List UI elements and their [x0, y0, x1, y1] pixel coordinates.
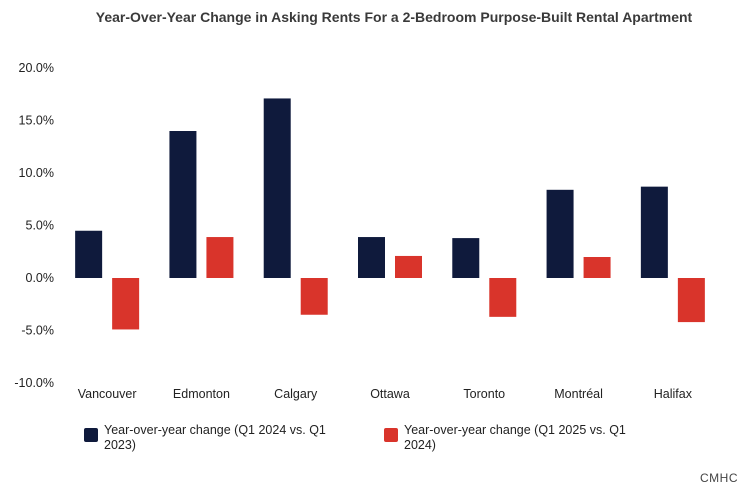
legend-label-line: Year-over-year change (Q1 2024 vs. Q1: [104, 423, 326, 437]
legend-label: Year-over-year change (Q1 2025 vs. Q1 202…: [404, 423, 626, 452]
legend-swatch: [384, 428, 398, 442]
bar-vancouver-series-1: [75, 230, 103, 278]
y-tick-label: 5.0%: [26, 219, 55, 233]
legend-label-line: Year-over-year change (Q1 2025 vs. Q1: [404, 423, 626, 437]
legend-item-1: Year-over-year change (Q1 2024 vs. Q1 202…: [84, 423, 326, 452]
bar-vancouver-series-2: [112, 278, 140, 330]
x-axis: Vancouver Edmonton Calgary Ottawa Toronto Mon…: [78, 387, 693, 401]
y-tick-label: 0.0%: [26, 271, 55, 285]
x-tick-label: Toronto: [463, 387, 505, 401]
bar-halifax-series-2: [677, 278, 705, 323]
source-label: CMHC: [700, 471, 738, 485]
y-tick-label: -10.0%: [14, 376, 54, 390]
x-tick-label: Montréal: [554, 387, 603, 401]
y-tick-label: -5.0%: [21, 324, 54, 338]
bar-ottawa-series-2: [395, 255, 422, 278]
bar-halifax-series-1: [640, 186, 668, 278]
x-tick-label: Edmonton: [173, 387, 230, 401]
bar-edmonton-series-2: [206, 237, 234, 278]
x-tick-label: Ottawa: [370, 387, 410, 401]
y-axis: 20.0% 15.0% 10.0% 5.0% 0.0% -5.0% -10.0%: [14, 61, 54, 390]
legend-label-line: 2023): [104, 438, 136, 452]
x-tick-label: Vancouver: [78, 387, 137, 401]
bar-montral-series-1: [546, 189, 574, 278]
bar-montral-series-2: [583, 257, 611, 278]
x-tick-label: Halifax: [654, 387, 693, 401]
bar-calgary-series-2: [300, 278, 328, 315]
legend-swatch: [84, 428, 98, 442]
legend-label: Year-over-year change (Q1 2024 vs. Q1 202…: [104, 423, 326, 452]
chart-title: Year-Over-Year Change in Asking Rents Fo…: [96, 9, 693, 25]
bar-ottawa-series-1: [358, 237, 385, 278]
bar-edmonton-series-1: [169, 131, 197, 278]
legend-label-line: 2024): [404, 438, 436, 452]
x-tick-label: Calgary: [274, 387, 318, 401]
y-tick-label: 20.0%: [19, 61, 54, 75]
bar-toronto-series-1: [452, 238, 480, 278]
bar-calgary-series-1: [263, 98, 291, 278]
legend: Year-over-year change (Q1 2024 vs. Q1 202…: [84, 423, 626, 452]
y-tick-label: 15.0%: [19, 114, 54, 128]
bar-toronto-series-2: [489, 278, 517, 317]
legend-item-2: Year-over-year change (Q1 2025 vs. Q1 202…: [384, 423, 626, 452]
bars: [75, 98, 705, 330]
y-tick-label: 10.0%: [19, 166, 54, 180]
